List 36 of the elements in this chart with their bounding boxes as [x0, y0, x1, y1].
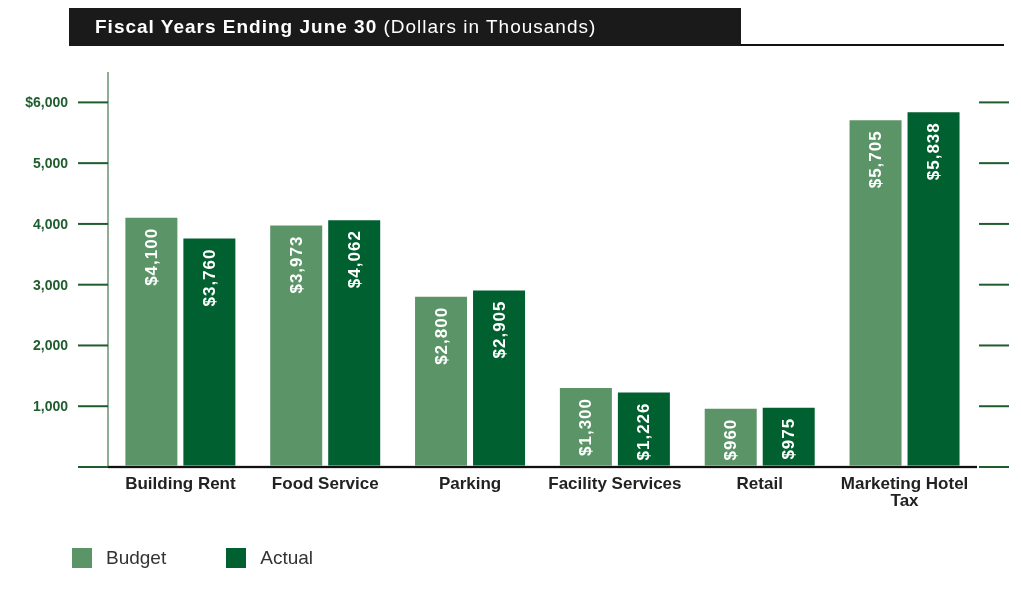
- y-tick-label: 4,000: [32, 215, 69, 232]
- x-tick-label: Facility Services: [548, 474, 682, 494]
- data-label: $4,062: [344, 230, 364, 289]
- bar: [270, 225, 323, 467]
- bar: [907, 112, 960, 467]
- data-label: $1,226: [634, 402, 654, 461]
- x-tick-label: Parking: [438, 474, 502, 494]
- y-tick-label: 1,000: [32, 398, 69, 415]
- x-tick-label: Retail: [736, 474, 783, 494]
- x-tick-label: Building Rent: [125, 474, 236, 494]
- bar: [125, 217, 178, 467]
- bar: [183, 238, 236, 467]
- y-tick-label: 2,000: [32, 337, 69, 354]
- data-label: $4,100: [141, 227, 161, 286]
- data-label: $3,760: [199, 248, 219, 307]
- data-label: $975: [779, 417, 799, 460]
- legend-label: Actual: [259, 547, 314, 569]
- chart-title: Fiscal Years Ending June 30: [95, 16, 378, 38]
- bar: [473, 290, 526, 467]
- data-label: $2,800: [431, 306, 451, 365]
- legend-label: Budget: [105, 547, 167, 569]
- data-label: $5,838: [924, 122, 944, 181]
- bar: [415, 296, 468, 467]
- data-label: $2,905: [489, 300, 509, 359]
- data-label: $3,973: [286, 235, 306, 294]
- x-tick-label: Marketing Hotel Tax: [840, 474, 969, 511]
- x-tick-label: Food Service: [271, 474, 379, 494]
- data-label: $5,705: [866, 130, 886, 189]
- data-label: $1,300: [576, 398, 596, 456]
- y-tick-label: 3,000: [32, 276, 69, 293]
- y-tick-label: 5,000: [32, 155, 69, 172]
- bar: [849, 120, 902, 467]
- y-tick-label: $6,000: [25, 94, 69, 111]
- data-label: $960: [721, 418, 741, 461]
- bar: [328, 220, 381, 467]
- chart-subtitle: (Dollars in Thousands): [383, 16, 597, 38]
